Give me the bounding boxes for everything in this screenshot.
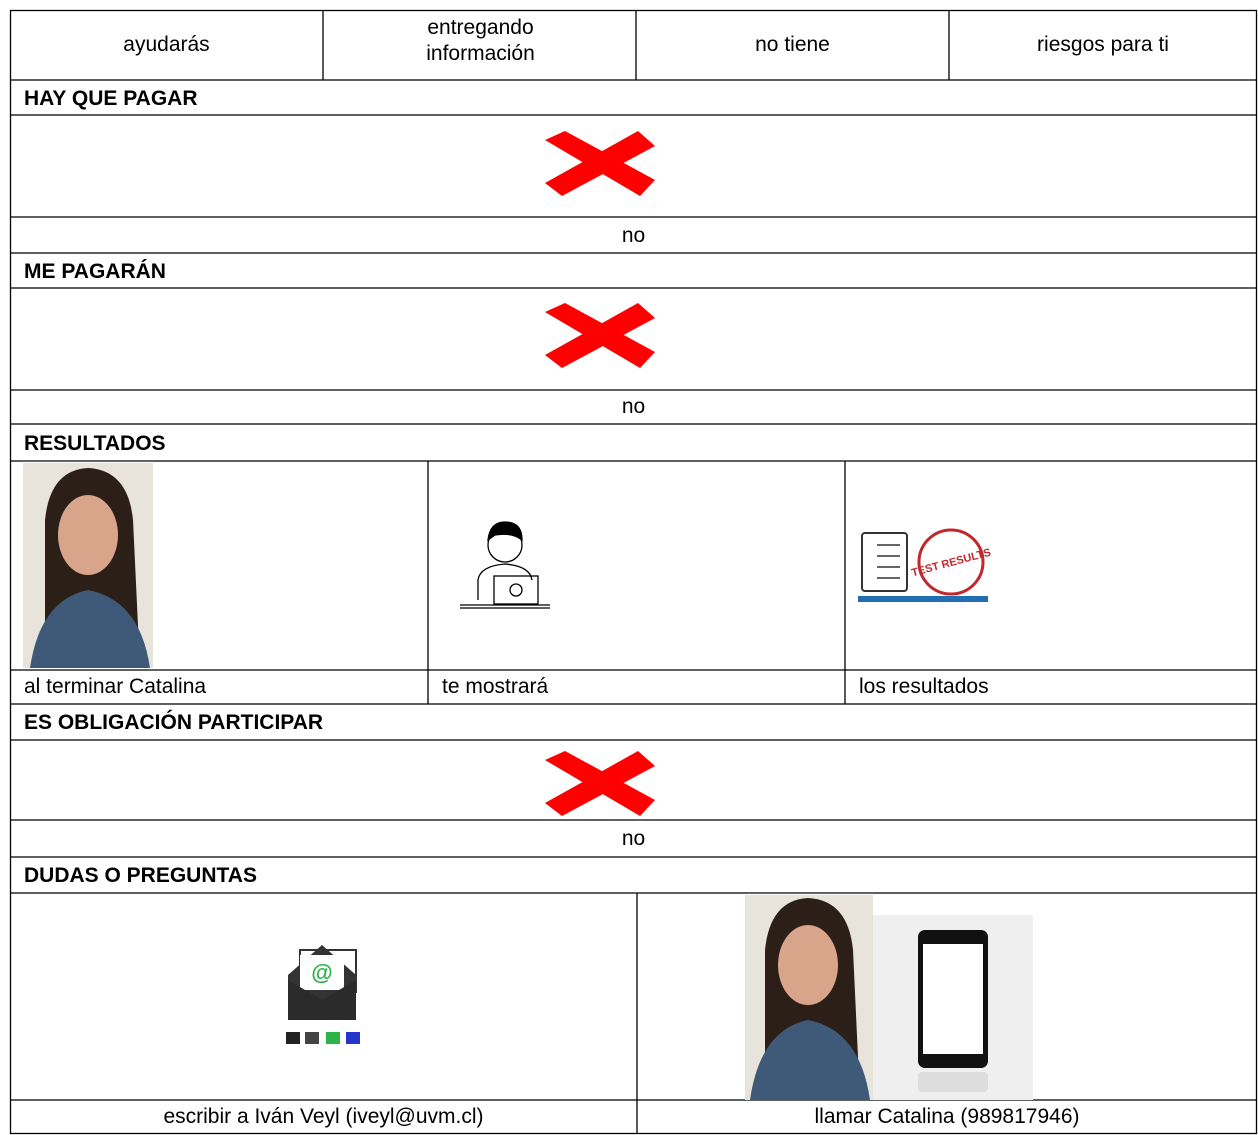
caption: escribir a Iván Veyl (iveyl@uvm.cl) [163,1105,484,1128]
red-cross [545,751,655,816]
test-results-icon [858,528,988,602]
answer: no [621,827,646,850]
caption: llamar Catalina (989817946) [814,1105,1080,1128]
section-heading: DUDAS O PREGUNTAS [24,864,257,887]
computer-icon [460,521,550,609]
section-heading: RESULTADOS [24,432,166,455]
cell-text: entregando información [426,16,535,65]
cell-text: riesgos para ti [1037,33,1169,56]
caption: te mostrará [442,675,549,698]
section-heading: ES OBLIGACIÓN PARTICIPAR [24,711,324,734]
cell-text: no tiene [755,33,830,56]
email-icon: @ [286,945,360,1044]
svg-text:@: @ [311,960,332,985]
phone-icon [873,915,1033,1100]
cell-text: ayudarás [123,33,210,56]
photo [23,463,153,668]
red-cross [545,131,655,196]
caption: los resultados [859,675,989,698]
section-heading: ME PAGARÁN [24,260,166,283]
caption: al terminar Catalina [24,675,207,698]
red-cross [545,303,655,368]
answer: no [621,395,646,418]
answer: no [621,224,646,247]
photo [745,895,873,1100]
section-heading: HAY QUE PAGAR [24,87,198,110]
